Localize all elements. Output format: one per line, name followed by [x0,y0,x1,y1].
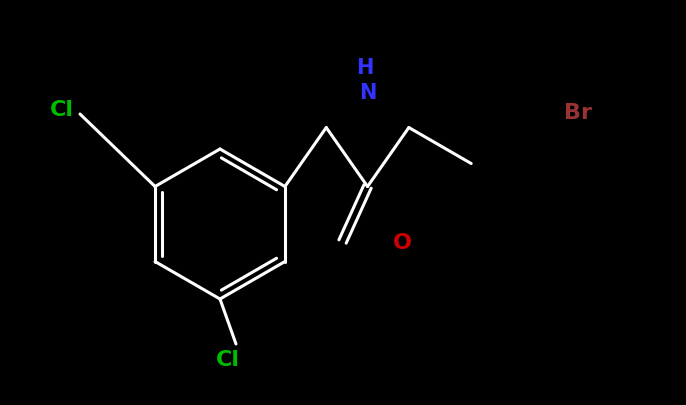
Text: Br: Br [564,103,592,123]
Text: H: H [356,58,374,78]
Text: Cl: Cl [216,349,240,369]
Text: N: N [359,83,377,103]
Text: Cl: Cl [50,100,74,120]
Text: O: O [392,232,412,252]
